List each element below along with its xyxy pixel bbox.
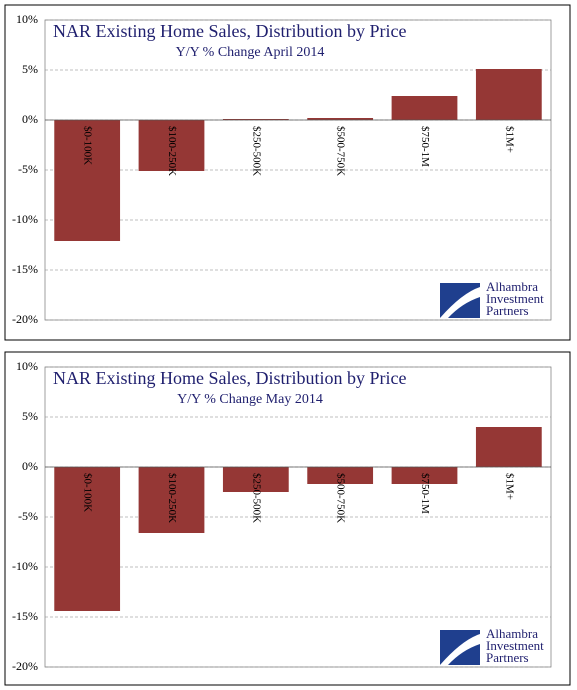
y-tick-label: -5% — [18, 509, 38, 523]
bar — [222, 119, 289, 120]
x-tick-label: $250-500K — [250, 473, 262, 523]
y-tick-label: -15% — [12, 262, 38, 276]
x-tick-label: $1M+ — [503, 473, 515, 500]
bar — [54, 120, 121, 241]
x-tick-label: $100-250K — [166, 473, 178, 523]
logo-swoosh — [440, 287, 480, 318]
chart-frame — [4, 4, 571, 341]
logo-swoosh — [440, 634, 480, 665]
bar — [475, 69, 542, 120]
y-tick-label: 5% — [22, 409, 38, 423]
logo-text: Partners — [486, 650, 529, 665]
y-tick-label: 10% — [16, 12, 38, 26]
x-tick-label: $0-100K — [82, 126, 94, 165]
chart-subtitle: Y/Y % Change May 2014 — [177, 392, 323, 407]
x-tick-label: $500-750K — [335, 473, 347, 523]
bar — [475, 427, 542, 467]
y-tick-label: 10% — [16, 359, 38, 373]
bar — [307, 118, 374, 120]
x-tick-label: $1M+ — [503, 126, 515, 153]
y-tick-label: -15% — [12, 609, 38, 623]
y-tick-label: -10% — [12, 212, 38, 226]
bar — [391, 467, 458, 484]
x-tick-label: $750-1M — [419, 126, 431, 167]
plot-frame — [44, 19, 552, 321]
bar — [54, 467, 121, 611]
x-tick-label: $500-750K — [335, 126, 347, 176]
y-tick-label: -20% — [12, 312, 38, 326]
bar — [138, 120, 205, 171]
logo-text: Partners — [486, 303, 529, 318]
bar — [307, 467, 374, 484]
bar — [391, 96, 458, 120]
x-tick-label: $250-500K — [250, 126, 262, 176]
chart-frame — [4, 351, 571, 686]
plot-frame — [44, 366, 552, 668]
logo-text: Investment — [486, 638, 544, 653]
y-tick-label: 0% — [22, 459, 38, 473]
logo-text: Alhambra — [486, 279, 538, 294]
y-tick-label: -10% — [12, 559, 38, 573]
y-tick-label: 0% — [22, 112, 38, 126]
x-tick-label: $0-100K — [82, 473, 94, 512]
bar — [222, 467, 289, 492]
y-tick-label: -5% — [18, 162, 38, 176]
y-tick-label: -20% — [12, 659, 38, 673]
y-tick-label: 5% — [22, 62, 38, 76]
bar — [138, 467, 205, 533]
logo-text: Alhambra — [486, 626, 538, 641]
chart-title: NAR Existing Home Sales, Distribution by… — [53, 368, 406, 388]
chart-subtitle: Y/Y % Change April 2014 — [176, 45, 325, 60]
x-tick-label: $750-1M — [419, 473, 431, 514]
logo-text: Investment — [486, 291, 544, 306]
chart-title: NAR Existing Home Sales, Distribution by… — [53, 21, 406, 41]
x-tick-label: $100-250K — [166, 126, 178, 176]
